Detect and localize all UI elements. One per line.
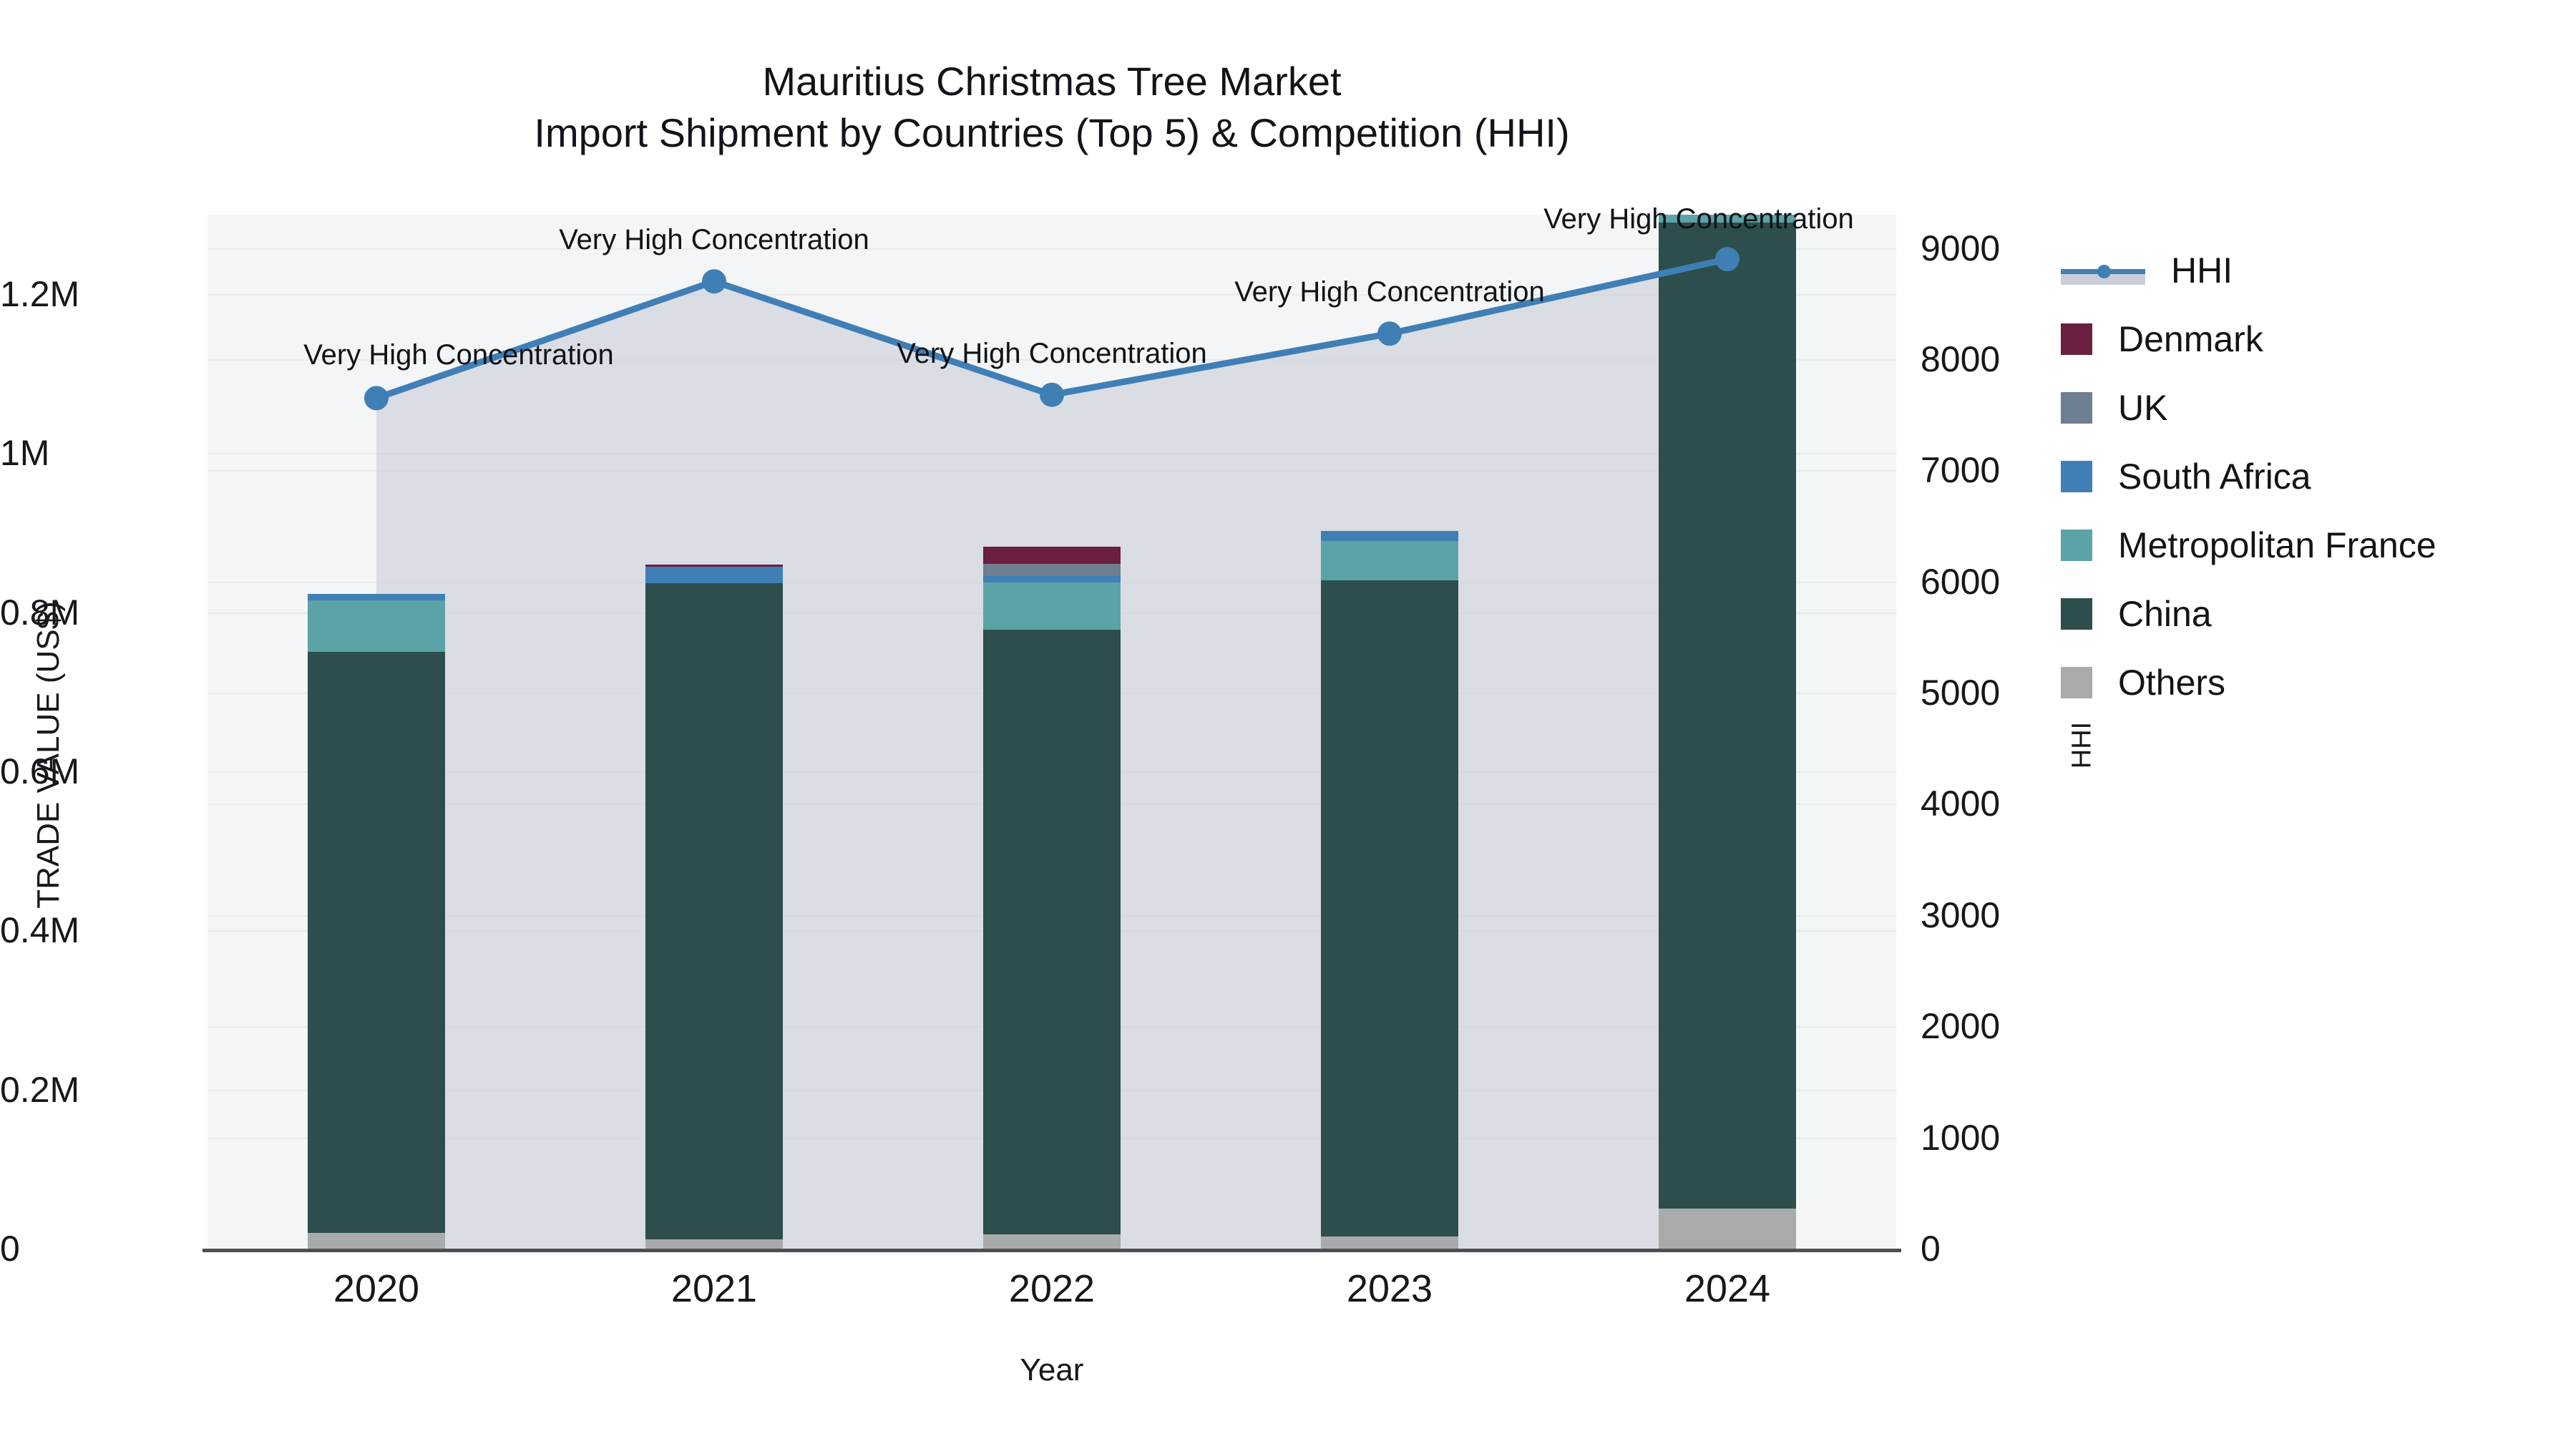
- legend-line-marker-icon: [2061, 255, 2145, 286]
- hhi-marker[interactable]: [1040, 382, 1064, 407]
- bar-segment[interactable]: [308, 594, 445, 601]
- y-axis-right-tick-label: 2000: [1921, 1006, 2001, 1047]
- x-axis-tick-label: 2021: [670, 1267, 758, 1310]
- y-axis-left-tick-label: 0.4M: [0, 910, 80, 951]
- y-axis-left-tick-label: 0.8M: [0, 592, 80, 633]
- hhi-annotation: Very High Concentration: [1234, 276, 1545, 308]
- hhi-annotation: Very High Concentration: [303, 339, 614, 371]
- bar-segment[interactable]: [308, 600, 445, 653]
- hhi-marker[interactable]: [702, 269, 726, 294]
- y-axis-left-ticks: 0 0.2M 0.4M 0.6M 0.8M 1M 1.2M: [0, 0, 195, 1449]
- hhi-annotation: Very High Concentration: [897, 337, 1207, 369]
- y-axis-right-tick-label: 6000: [1921, 561, 2001, 602]
- bar-segment[interactable]: [645, 565, 783, 567]
- bar-segment[interactable]: [983, 582, 1121, 630]
- legend-line-dot: [2097, 265, 2111, 278]
- y-axis-left-tick-label: 0.6M: [0, 751, 80, 792]
- chart-title-line-1: Mauritius Christmas Tree Market: [762, 59, 1342, 104]
- bar-segment[interactable]: [308, 1232, 445, 1249]
- legend-item-label: South Africa: [2118, 457, 2311, 497]
- y-axis-left-tick-label: 0: [0, 1229, 20, 1269]
- bar-segment[interactable]: [1659, 223, 1796, 1209]
- legend-color-swatch-icon: [2061, 392, 2092, 424]
- legend-item[interactable]: UK: [2061, 374, 2436, 442]
- chart-title-line-2: Import Shipment by Countries (Top 5) & C…: [534, 109, 1570, 155]
- legend-color-swatch-icon: [2061, 530, 2092, 561]
- gridline: [208, 358, 1896, 361]
- bar-segment[interactable]: [983, 1234, 1121, 1249]
- x-axis-tick-label: 2020: [333, 1267, 420, 1310]
- y-axis-right-tick-label: 9000: [1921, 228, 2001, 268]
- legend-color-swatch-icon: [2061, 598, 2092, 630]
- bar-segment[interactable]: [1659, 1209, 1796, 1249]
- y-axis-left-tick-label: 1M: [0, 433, 50, 474]
- bar-segment[interactable]: [983, 546, 1121, 564]
- bar-segment[interactable]: [645, 567, 783, 583]
- legend-item[interactable]: South Africa: [2061, 442, 2436, 511]
- hhi-series: [364, 247, 1740, 411]
- legend-item-label: Denmark: [2118, 319, 2263, 359]
- hhi-marker[interactable]: [1377, 321, 1402, 346]
- legend-color-swatch-icon: [2061, 667, 2092, 698]
- legend-area-ribbon: [2061, 273, 2145, 285]
- plot-area: [208, 215, 1896, 1249]
- hhi-marker[interactable]: [1715, 247, 1740, 272]
- bar-segment[interactable]: [308, 652, 445, 1233]
- y-axis-right-tick-label: 8000: [1921, 338, 2001, 379]
- x-axis-tick-label: 2023: [1346, 1267, 1433, 1310]
- bar-segment[interactable]: [983, 630, 1121, 1234]
- bar-segment[interactable]: [1321, 1236, 1458, 1249]
- y-axis-right-tick-label: 0: [1921, 1229, 1941, 1269]
- hhi-annotation: Very High Concentration: [559, 224, 869, 256]
- chart-title-block: Mauritius Christmas Tree Market Import S…: [0, 56, 2104, 158]
- legend-item-label: China: [2118, 594, 2212, 634]
- legend: HHI Denmark UK South Africa Metropolitan Fra…: [2061, 236, 2436, 717]
- legend-item[interactable]: HHI: [2061, 236, 2436, 305]
- bar-segment[interactable]: [645, 582, 783, 1239]
- y-axis-right-tick-label: 7000: [1921, 450, 2001, 491]
- legend-item[interactable]: Denmark: [2061, 305, 2436, 374]
- x-axis-tick-label: 2022: [1008, 1267, 1096, 1310]
- bar-segment[interactable]: [645, 1239, 783, 1249]
- bar-segment[interactable]: [1659, 215, 1796, 223]
- bar-segment[interactable]: [983, 563, 1121, 576]
- y-axis-right-tick-label: 4000: [1921, 784, 2001, 824]
- legend-item-label: Metropolitan France: [2118, 525, 2436, 565]
- y-axis-right-tick-label: 3000: [1921, 894, 2001, 935]
- bar-segment[interactable]: [1321, 580, 1458, 1237]
- bar-segment[interactable]: [983, 575, 1121, 582]
- hhi-annotation: Very High Concentration: [1543, 203, 1854, 235]
- y-axis-right-tick-label: 5000: [1921, 673, 2001, 713]
- legend-color-swatch-icon: [2061, 323, 2092, 355]
- gridline: [208, 248, 1896, 250]
- hhi-marker[interactable]: [364, 386, 389, 411]
- y-axis-left-title: TRADE VALUE (US$): [31, 601, 66, 909]
- y-axis-right-tick-label: 1000: [1921, 1117, 2001, 1158]
- legend-item-label: HHI: [2171, 250, 2233, 291]
- legend-item-label: Others: [2118, 663, 2226, 703]
- legend-item-label: UK: [2118, 388, 2168, 428]
- legend-item[interactable]: Others: [2061, 648, 2436, 717]
- gridline: [208, 294, 1896, 296]
- x-axis-tick-label: 2024: [1684, 1267, 1771, 1310]
- x-axis-title: Year: [1020, 1352, 1084, 1387]
- legend-item[interactable]: China: [2061, 580, 2436, 648]
- x-axis-line: [203, 1249, 1901, 1252]
- legend-item[interactable]: Metropolitan France: [2061, 511, 2436, 580]
- y-axis-left-tick-label: 0.2M: [0, 1069, 80, 1110]
- legend-color-swatch-icon: [2061, 461, 2092, 492]
- bar-segment[interactable]: [1321, 540, 1458, 581]
- y-axis-left-tick-label: 1.2M: [0, 274, 80, 315]
- bar-segment[interactable]: [1321, 531, 1458, 541]
